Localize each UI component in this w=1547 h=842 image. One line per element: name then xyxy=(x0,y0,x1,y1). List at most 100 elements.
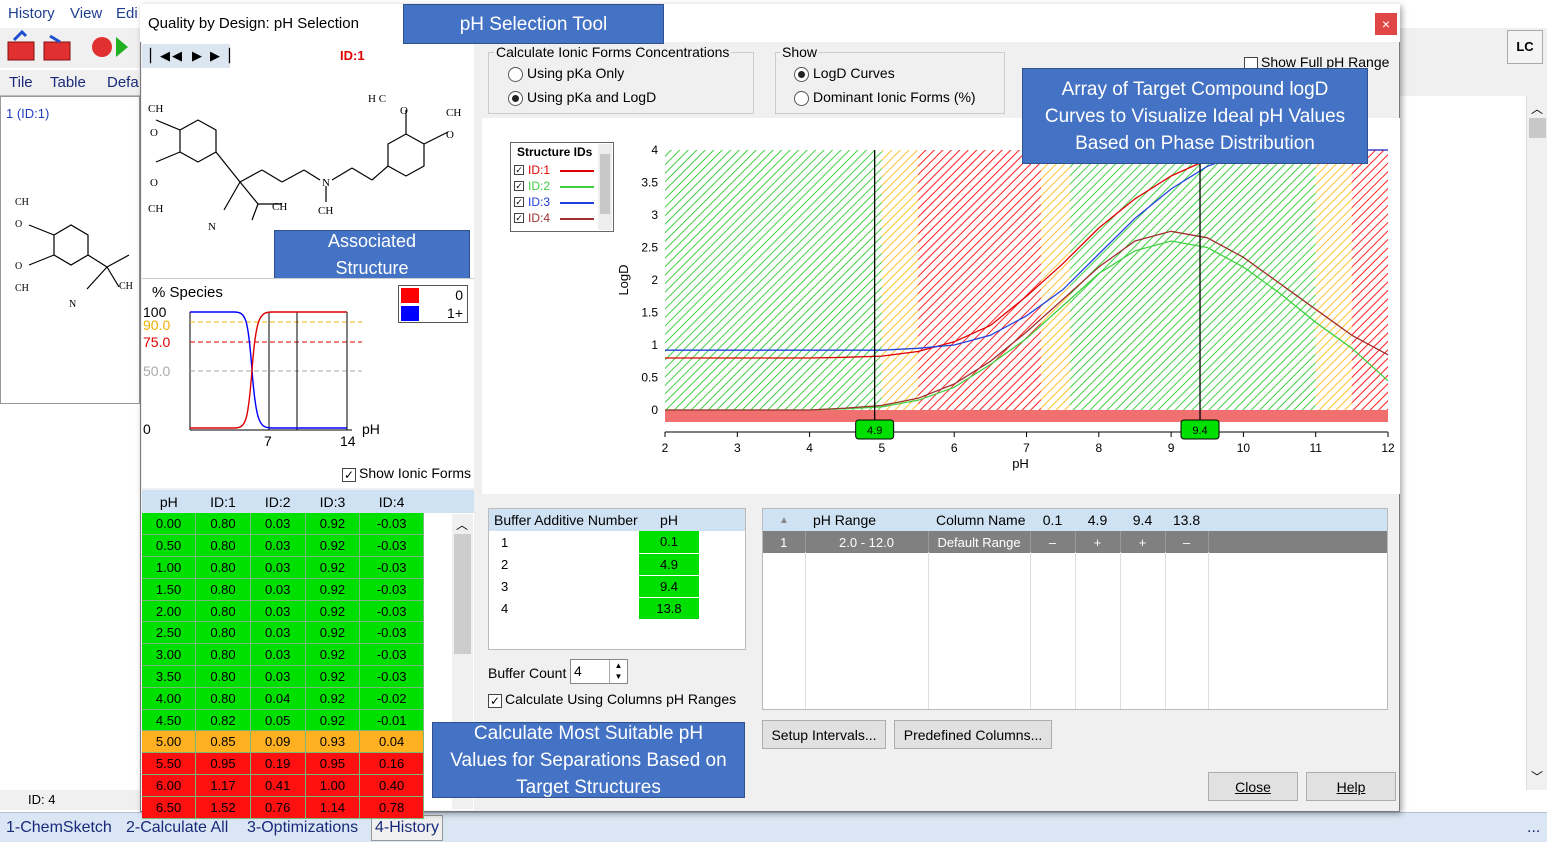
menu-edit[interactable]: Edi xyxy=(116,5,138,22)
range-col-header[interactable]: 0.1 xyxy=(1042,512,1063,528)
scroll-thumb[interactable] xyxy=(1529,118,1546,138)
table-row[interactable]: 3.50 0.80 0.03 0.92 -0.03 xyxy=(142,665,424,688)
table-cell: -0.03 xyxy=(359,556,424,579)
radio-icon[interactable] xyxy=(508,67,523,83)
ph-marker-handle[interactable] xyxy=(855,419,895,440)
scroll-down-icon[interactable]: ﹀ xyxy=(1531,770,1544,784)
tab-calculate-all[interactable]: 2-Calculate All xyxy=(126,819,229,836)
ph-col-header[interactable]: pH xyxy=(142,490,196,513)
buffer-ph[interactable]: 13.8 xyxy=(639,597,699,620)
tab-history[interactable]: 4-History xyxy=(371,815,444,841)
tab-tile[interactable]: Tile xyxy=(9,74,33,91)
tab-default[interactable]: Defa xyxy=(107,74,139,91)
right-scrollbar[interactable]: ︿ ﹀ xyxy=(1526,96,1547,790)
table-row[interactable]: 4.00 0.80 0.04 0.92 -0.02 xyxy=(142,687,424,710)
table-row[interactable]: 2 4.9 xyxy=(489,553,745,576)
tab-table[interactable]: Table xyxy=(50,74,86,91)
tab-optimizations[interactable]: 3-Optimizations xyxy=(247,819,359,836)
table-row[interactable]: 4 13.8 xyxy=(489,597,745,620)
table-row[interactable]: 6.50 1.52 0.76 1.14 0.78 xyxy=(142,796,424,819)
table-row[interactable]: 5.00 0.85 0.09 0.93 0.04 xyxy=(142,730,424,754)
structure-ids-scrollbar[interactable] xyxy=(598,144,612,230)
scroll-up-icon[interactable]: ︿ xyxy=(456,518,469,532)
structure-id-item[interactable]: ✓ ID:2 xyxy=(514,179,598,193)
scroll-thumb[interactable] xyxy=(600,154,610,214)
play-icon[interactable] xyxy=(116,37,128,57)
checkbox-icon[interactable]: ✓ xyxy=(514,213,524,223)
range-col-header[interactable]: 13.8 xyxy=(1172,512,1201,528)
radio-pka-only[interactable]: Using pKa Only xyxy=(508,65,624,83)
structure-id-item[interactable]: ✓ ID:3 xyxy=(514,195,598,209)
range-col-header[interactable]: ▲ xyxy=(779,514,789,526)
export-folder-icon[interactable] xyxy=(43,34,71,61)
buffer-count-stepper[interactable]: 4 ▲ ▼ xyxy=(570,659,628,684)
close-icon[interactable]: × xyxy=(1375,13,1397,35)
radio-logd-curves[interactable]: LogD Curves xyxy=(794,65,895,83)
table-row[interactable]: 2.50 0.80 0.03 0.92 -0.03 xyxy=(142,621,424,645)
show-ionic-forms-checkbox[interactable]: ✓ Show Ionic Forms xyxy=(342,465,471,482)
calc-columns-checkbox[interactable]: ✓ Calculate Using Columns pH Ranges xyxy=(488,691,736,708)
buffer-ph[interactable]: 9.4 xyxy=(639,575,699,598)
open-folder-icon[interactable] xyxy=(7,29,35,61)
menu-view[interactable]: View xyxy=(70,5,103,22)
radio-icon[interactable] xyxy=(508,91,523,107)
scroll-thumb[interactable] xyxy=(454,534,471,654)
range-col-header[interactable]: Column Name xyxy=(936,512,1026,528)
table-row[interactable]: 0.00 0.80 0.03 0.92 -0.03 xyxy=(142,513,424,536)
structure-id-item[interactable]: ✓ ID:1 xyxy=(514,163,598,177)
prev-record-icon[interactable]: ◀ xyxy=(172,48,182,63)
predefined-columns-button[interactable]: Predefined Columns... xyxy=(894,720,1052,749)
lc-button[interactable]: LC xyxy=(1507,30,1543,64)
first-record-icon[interactable]: ▏◀ xyxy=(150,48,170,63)
structure-id-item[interactable]: ✓ ID:4 xyxy=(514,211,598,225)
table-row[interactable]: 6.00 1.17 0.41 1.00 0.40 xyxy=(142,774,424,797)
structure-ids-box: Structure IDs ✓ ID:1 ✓ ID:2 ✓ ID:3 ✓ ID:4 xyxy=(510,142,614,232)
record-icon[interactable] xyxy=(92,37,112,57)
ph-col-header[interactable]: ID:2 xyxy=(250,490,306,513)
checkbox-icon[interactable]: ✓ xyxy=(514,165,524,175)
table-cell: 0.92 xyxy=(305,665,361,688)
table-row[interactable]: 1 0.1 xyxy=(489,531,745,554)
menu-history[interactable]: History xyxy=(8,5,55,22)
buffer-count-value[interactable]: 4 xyxy=(574,663,582,679)
history-item[interactable]: 1 (ID:1) xyxy=(6,106,50,121)
scroll-up-icon[interactable]: ︿ xyxy=(1531,102,1544,116)
checkbox-icon[interactable]: ✓ xyxy=(514,197,524,207)
next-record-icon[interactable]: ▶ xyxy=(192,48,202,63)
range-col-header[interactable]: 4.9 xyxy=(1087,512,1108,528)
tab-chemsketch[interactable]: 1-ChemSketch xyxy=(6,819,112,836)
checkbox-icon[interactable]: ✓ xyxy=(488,693,502,708)
table-row[interactable]: 3.00 0.80 0.03 0.92 -0.03 xyxy=(142,643,424,667)
table-row[interactable]: 1.50 0.80 0.03 0.92 -0.03 xyxy=(142,578,424,601)
close-button[interactable]: Close xyxy=(1208,772,1298,801)
checkbox-icon[interactable]: ✓ xyxy=(342,467,356,482)
table-row[interactable]: 1.00 0.80 0.03 0.92 -0.03 xyxy=(142,556,424,579)
table-row[interactable]: 5.50 0.95 0.19 0.95 0.16 xyxy=(142,752,424,776)
buffer-ph[interactable]: 4.9 xyxy=(639,553,699,576)
ph-marker-handle[interactable] xyxy=(1180,419,1220,440)
radio-pka-logd[interactable]: Using pKa and LogD xyxy=(508,89,656,107)
radio-icon[interactable] xyxy=(794,67,809,83)
setup-intervals-button[interactable]: Setup Intervals... xyxy=(762,720,886,749)
help-button[interactable]: Help xyxy=(1306,772,1396,801)
table-cell: 1 xyxy=(763,531,806,553)
table-row[interactable]: 3 9.4 xyxy=(489,575,745,598)
range-col-header[interactable]: pH Range xyxy=(813,512,877,528)
ph-col-header[interactable]: ID:1 xyxy=(195,490,251,513)
table-cell: 2.0 - 12.0 xyxy=(805,531,929,553)
last-record-icon[interactable]: ▶▕ xyxy=(210,48,230,63)
table-row[interactable]: 4.50 0.82 0.05 0.92 -0.01 xyxy=(142,709,424,732)
table-row[interactable]: 2.00 0.80 0.03 0.92 -0.03 xyxy=(142,600,424,623)
show-full-range-checkbox[interactable]: Show Full pH Range xyxy=(1244,54,1389,71)
range-col-header[interactable]: 9.4 xyxy=(1132,512,1153,528)
radio-icon[interactable] xyxy=(794,91,809,107)
buffer-ph[interactable]: 0.1 xyxy=(639,531,699,554)
stepper-arrows-icon[interactable]: ▲ ▼ xyxy=(609,660,627,683)
checkbox-icon[interactable]: ✓ xyxy=(514,181,524,191)
table-cell: 0.04 xyxy=(359,730,424,754)
table-row[interactable]: 0.50 0.80 0.03 0.92 -0.03 xyxy=(142,534,424,558)
ph-col-header[interactable]: ID:3 xyxy=(305,490,360,513)
table-row[interactable]: 1 2.0 - 12.0 Default Range – + + – xyxy=(763,531,1387,553)
radio-dominant-forms[interactable]: Dominant Ionic Forms (%) xyxy=(794,89,976,107)
ph-col-header[interactable]: ID:4 xyxy=(359,490,424,513)
